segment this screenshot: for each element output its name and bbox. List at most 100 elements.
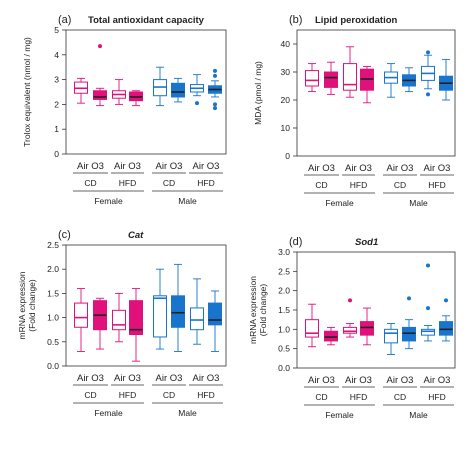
panel-1-diet-label: CD xyxy=(84,178,96,188)
panel-3-y-tick-label: 0.5 xyxy=(47,337,59,347)
panel-4-outlier-point xyxy=(348,298,352,303)
panel-1-plot-frame xyxy=(65,29,227,155)
panel-4-y-tick-label: 0.0 xyxy=(278,363,290,373)
panel-3-diet-label: HFD xyxy=(197,390,214,400)
panel-1-y-tick-label: 5 xyxy=(54,25,59,35)
panel-2-box xyxy=(324,71,338,88)
panel-4-box xyxy=(402,326,416,342)
panel-2-diet-label: CD xyxy=(394,180,406,190)
panel-4-y-tick-label: 1.5 xyxy=(278,305,290,315)
panel-3-box xyxy=(153,295,167,338)
panel-4-y-axis-label-line: (Fold change) xyxy=(258,284,268,337)
panel-1-title: Total antioxidant capacity xyxy=(88,15,205,26)
panel-3-diet-label: CD xyxy=(163,390,175,400)
panel-1-y-tick-label: 2 xyxy=(54,99,59,109)
panel-1-sex-label: Female xyxy=(94,196,123,206)
panel-3-box xyxy=(171,295,185,328)
panel-1-x-group-label: Air O3 xyxy=(156,161,183,172)
panel-3-y-tick-label: 1.0 xyxy=(47,313,59,323)
panel-2-y-tick-label: 10 xyxy=(281,123,291,133)
panel-3-y-tick-label: 0.0 xyxy=(47,361,59,371)
panel-2-box xyxy=(305,70,319,87)
panel-2-y-tick-label: 40 xyxy=(281,39,291,49)
panel-4-outlier-point xyxy=(407,296,411,301)
panel-1-y-tick-label: 3 xyxy=(54,75,59,85)
panel-1-x-group-label: Air O3 xyxy=(114,161,141,172)
panel-2-y-axis-label-line: MDA (pmol / mg) xyxy=(253,61,263,125)
panel-2-plot-frame xyxy=(296,29,456,157)
panel-2-x-group-label: Air O3 xyxy=(424,163,451,174)
panel-3-y-axis-label-line: (Fold change) xyxy=(27,279,37,332)
panel-4-y-tick-label: 2.5 xyxy=(278,266,290,276)
panel-1-y-tick-label: 1 xyxy=(54,124,59,134)
panel-3-x-group-label: Air O3 xyxy=(156,373,183,384)
panel-2-diet-label: CD xyxy=(315,180,327,190)
panel-3-box xyxy=(74,302,88,328)
panel-3-sex-label: Male xyxy=(178,408,197,418)
panel-2-letter: (b) xyxy=(289,14,302,26)
panel-1-x-group-label: Air O3 xyxy=(77,161,104,172)
panel-4-box xyxy=(343,326,357,334)
panel-2-sex-label: Female xyxy=(325,198,354,208)
panel-1-y-axis-label: Trolox equivalent (nmol / mg) xyxy=(22,37,32,147)
panel-3-box xyxy=(208,302,222,326)
panel-1-sex-label: Male xyxy=(178,196,197,206)
panel-4-y-axis-label-line: mRNA expression xyxy=(248,276,258,344)
panel-2-box xyxy=(343,63,357,91)
panel-4-box xyxy=(439,321,453,336)
panel-3-y-tick-label: 2.0 xyxy=(47,264,59,274)
panel-1-box xyxy=(171,82,185,98)
panel-2-outlier-point xyxy=(426,50,430,55)
panel-4-outlier-point xyxy=(426,306,430,311)
panel-1-y-axis-label-line: Trolox equivalent (nmol / mg) xyxy=(22,37,32,147)
panel-3-title: Cat xyxy=(128,230,144,241)
panel-3-y-axis-label: mRNA expression(Fold change) xyxy=(17,271,37,339)
panel-4-x-group-label: Air O3 xyxy=(345,375,372,386)
panel-4-letter: (d) xyxy=(289,236,302,248)
panel-3-y-tick-label: 1.5 xyxy=(47,288,59,298)
panel-3-y-axis-label-line: mRNA expression xyxy=(17,271,27,339)
panel-1-box xyxy=(93,90,107,100)
panel-4-y-tick-label: 1.0 xyxy=(278,324,290,334)
panel-2-diet-label: HFD xyxy=(428,180,445,190)
panel-4-diet-label: CD xyxy=(394,392,406,402)
panel-2-title: Lipid peroxidation xyxy=(315,15,398,26)
panel-1-y-tick-label: 4 xyxy=(54,50,59,60)
panel-3-letter: (c) xyxy=(58,229,71,241)
panel-1-diet-label: CD xyxy=(163,178,175,188)
panel-2-diet-label: HFD xyxy=(350,180,367,190)
panel-4-y-tick-label: 3.0 xyxy=(278,247,290,257)
panel-2-x-group-label: Air O3 xyxy=(387,163,414,174)
panel-3-diet-label: HFD xyxy=(119,390,136,400)
panel-1-outlier-point xyxy=(98,44,102,49)
panel-3-sex-label: Female xyxy=(94,408,123,418)
panel-1-x-group-label: Air O3 xyxy=(193,161,220,172)
panel-4-box xyxy=(421,328,435,336)
panel-4-title: Sod1 xyxy=(355,237,378,248)
panel-2-y-tick-label: 0 xyxy=(285,151,290,161)
panel-2-y-tick-label: 30 xyxy=(281,67,291,77)
panel-3-x-group-label: Air O3 xyxy=(114,373,141,384)
panel-2-y-tick-label: 20 xyxy=(281,95,291,105)
panel-1-diet-label: HFD xyxy=(119,178,136,188)
panel-1-outlier-point xyxy=(195,101,199,106)
panel-3-box xyxy=(190,307,204,331)
panel-4-diet-label: CD xyxy=(315,392,327,402)
panel-3-diet-label: CD xyxy=(84,390,96,400)
panel-4-diet-label: HFD xyxy=(428,392,445,402)
panel-2-y-axis-label: MDA (pmol / mg) xyxy=(253,61,263,125)
panel-4-box xyxy=(384,328,398,344)
panel-2-x-group-label: Air O3 xyxy=(345,163,372,174)
panel-3-box xyxy=(129,300,143,336)
panel-4-y-tick-label: 2.0 xyxy=(278,286,290,296)
panel-1-outlier-point xyxy=(213,102,217,107)
panel-1-y-tick-label: 0 xyxy=(54,149,59,159)
panel-4-box xyxy=(305,319,319,338)
panel-1-outlier-point xyxy=(213,68,217,73)
panel-2-outlier-point xyxy=(426,92,430,97)
panel-1-diet-label: HFD xyxy=(197,178,214,188)
panel-2-sex-label: Male xyxy=(409,198,428,208)
panel-4-sex-label: Female xyxy=(325,410,354,420)
